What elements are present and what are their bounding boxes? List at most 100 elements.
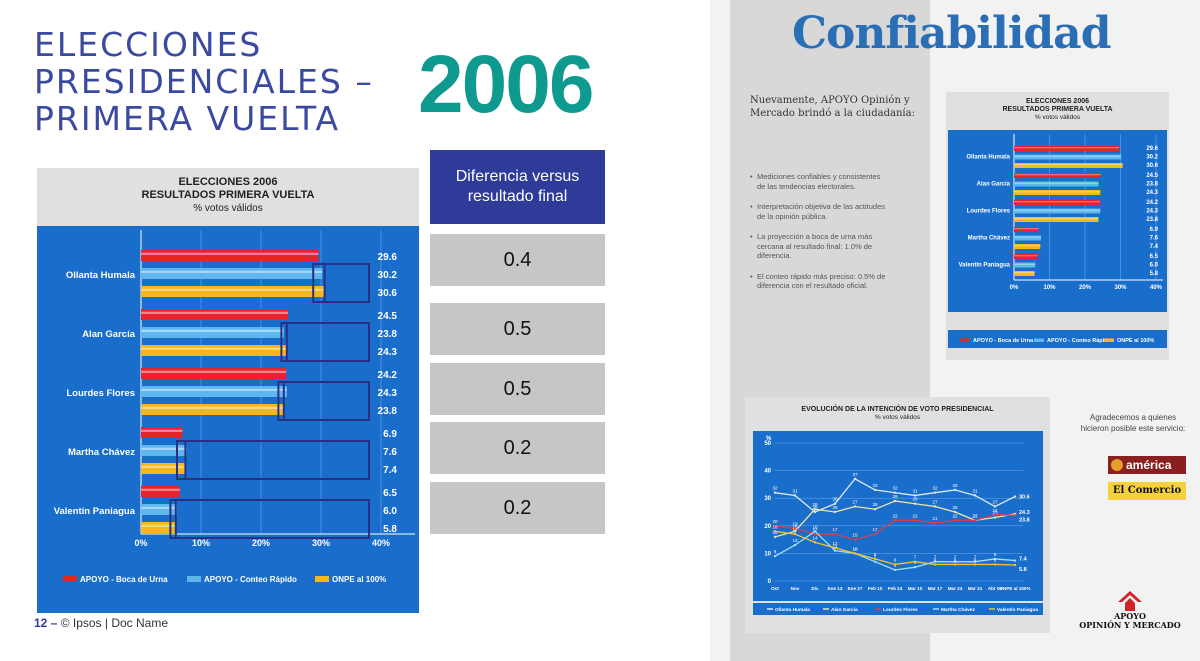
point-alan-garcia <box>813 508 817 511</box>
y-tick-label: 40 <box>764 469 771 475</box>
point-alan-garcia <box>873 508 877 511</box>
point-martha-chavez <box>773 554 777 558</box>
difference-header: Diferencia versus resultado final <box>430 150 605 224</box>
data-label: 24.3 <box>378 347 398 358</box>
y-axis-label: % <box>766 436 772 442</box>
confiabilidad-panel: Confiabilidad Nuevamente, APOYO Opinión … <box>710 0 1200 661</box>
difference-value-4: 0.2 <box>430 422 605 474</box>
bar-highlight <box>141 465 186 468</box>
legend-label: Martha Chávez <box>941 607 975 613</box>
bar-alan-garcia-onpe-al-100 <box>1014 190 1101 195</box>
point-martha-chavez <box>953 560 957 563</box>
line-chart-header: EVOLUCIÓN DE LA INTENCIÓN DE VOTO PRESID… <box>745 405 1050 422</box>
bar-highlight <box>141 388 287 391</box>
data-label: 29.6 <box>378 252 398 263</box>
panel-bullet-list: Mediciones confiables y consistentes de … <box>750 172 890 302</box>
mini-chart-title: ELECCIONES 2006 <box>1025 98 1090 105</box>
el-comercio-logo: El Comercio <box>1108 482 1186 500</box>
legend-label: APOYO - Conteo Rápido <box>204 575 297 584</box>
point-valentin-paniagua <box>833 546 837 550</box>
point-label: 28 <box>832 497 838 502</box>
point-label: 22 <box>972 513 978 518</box>
point-valentin-paniagua <box>953 563 957 566</box>
point-label: 7 <box>954 555 957 560</box>
bar-valentin-paniagua-apoyo-boca-de-urna <box>141 486 180 497</box>
x-tick-label: 40% <box>372 538 390 548</box>
apoyo-roof-icon <box>1118 591 1142 611</box>
bar-martha-chavez-apoyo-boca-de-urna <box>141 427 183 438</box>
bar-highlight <box>141 406 284 409</box>
data-label: 30.6 <box>1146 163 1158 169</box>
point-ollanta-humala <box>973 494 977 497</box>
mini-bar-plot: 0% 10% 20% 30% 40% 29.6 30.2 30.6 Ollanta Humala… <box>948 130 1167 348</box>
difference-value-1: 0.4 <box>430 234 605 286</box>
category-label: Ollanta Humala <box>66 270 136 281</box>
bar-highlight <box>1014 228 1039 230</box>
bar-highlight <box>1014 182 1099 184</box>
point-label: 6 <box>994 557 997 562</box>
line-chart-subtitle: % votos válidos <box>874 414 921 421</box>
point-label: 7 <box>874 555 877 560</box>
bar-highlight <box>141 311 288 314</box>
bar-highlight <box>1014 209 1101 211</box>
point-valentin-paniagua <box>793 532 797 536</box>
end-value-label: 5.8 <box>1019 567 1027 573</box>
bar-ollanta-humala-apoyo-conteo-rapido <box>141 268 323 279</box>
data-label: 24.2 <box>1146 200 1158 206</box>
x-tick-label: Mar 10 <box>908 586 923 591</box>
data-label: 24.5 <box>1146 173 1158 179</box>
point-martha-chavez <box>913 566 917 569</box>
bar-alan-garcia-apoyo-boca-de-urna <box>141 309 288 320</box>
bar-lourdes-flores-onpe-al-100 <box>1014 217 1099 222</box>
slide-title-line-1: ELECCIONES <box>34 25 263 64</box>
bar-ollanta-humala-apoyo-boca-de-urna <box>1014 146 1120 151</box>
bar-highlight <box>141 447 187 450</box>
slide-title: ELECCIONES PRESIDENCIALES – PRIMERA VUEL… <box>34 26 374 137</box>
point-label: 27 <box>932 499 938 504</box>
y-tick-label: 50 <box>764 441 771 447</box>
legend-label: Valentín Paniagua <box>997 607 1038 613</box>
x-tick-label: 20% <box>252 538 270 548</box>
point-martha-chavez <box>1013 559 1017 562</box>
data-label: 6.5 <box>1150 254 1159 260</box>
line-plot: % 0 10 20 30 40 50 Oct Nov Dic Ene 13 Ene 27 Feb 10 F… <box>753 431 1043 615</box>
point-label: 14 <box>812 535 818 540</box>
point-alan-garcia <box>913 502 917 505</box>
mini-chart-header: ELECCIONES 2006 RESULTADOS PRIMERA VUELT… <box>946 98 1169 122</box>
bar-lourdes-flores-apoyo-boca-de-urna <box>141 368 287 379</box>
data-label: 7.6 <box>1150 236 1159 242</box>
bar-alan-garcia-apoyo-conteo-rapido <box>141 327 284 338</box>
point-label: 31 <box>972 488 978 493</box>
data-label: 24.3 <box>1146 209 1158 215</box>
line-chart-title: EVOLUCIÓN DE LA INTENCIÓN DE VOTO PRESID… <box>801 406 994 413</box>
point-label: 18 <box>772 524 778 529</box>
results-chart-subtitle: RESULTADOS PRIMERA VUELTA <box>141 189 315 201</box>
point-label: 24 <box>992 508 998 513</box>
america-tv-logo: américa <box>1108 456 1186 474</box>
point-label: 25 <box>812 505 818 510</box>
x-tick-label: Feb 10 <box>868 586 883 591</box>
america-dot-icon <box>1111 459 1123 471</box>
point-ollanta-humala <box>913 494 917 497</box>
x-tick-label: 0% <box>134 538 147 548</box>
category-label: Lourdes Flores <box>66 388 135 399</box>
x-tick-label: 30% <box>1114 285 1127 291</box>
bar-alan-garcia-onpe-al-100 <box>141 345 287 356</box>
point-label: 21 <box>932 516 938 521</box>
bar-ollanta-humala-apoyo-conteo-rapido <box>1014 154 1122 160</box>
x-tick-label: 20% <box>1079 285 1092 291</box>
bar-martha-chavez-apoyo-conteo-rapido <box>1014 235 1041 241</box>
point-label: 32 <box>932 486 938 491</box>
category-label: Lourdes Flores <box>967 209 1011 215</box>
panel-bullet: El conteo rápido más preciso: 0.5% de di… <box>750 272 890 291</box>
point-label: 18 <box>812 524 818 529</box>
point-label: 23 <box>992 511 998 516</box>
bar-ollanta-humala-apoyo-boca-de-urna <box>141 250 319 261</box>
point-martha-chavez <box>893 568 897 572</box>
point-label: 27 <box>992 499 998 504</box>
bar-martha-chavez-onpe-al-100 <box>1014 244 1041 249</box>
point-alan-garcia <box>993 516 997 519</box>
point-label: 12 <box>832 541 838 546</box>
legend-strip <box>948 330 1167 348</box>
legend-label: APOYO - Boca de Urna <box>80 575 168 584</box>
